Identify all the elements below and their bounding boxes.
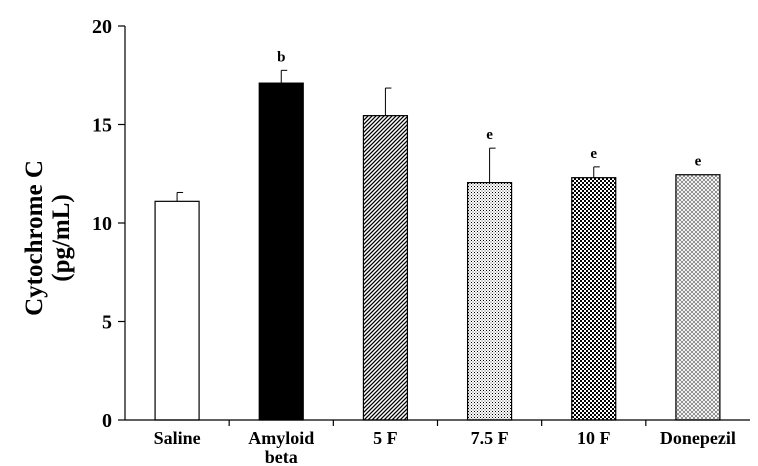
x-tick-label: beta — [265, 447, 298, 466]
significance-label: e — [695, 154, 702, 170]
bar-saline — [155, 201, 199, 420]
y-tick-label: 0 — [102, 410, 112, 432]
x-tick-label: 7.5 F — [471, 428, 509, 448]
x-tick-label: Saline — [154, 428, 201, 448]
significance-label: e — [590, 146, 597, 162]
y-tick-label: 15 — [92, 115, 112, 137]
x-tick-label: Amyloid — [248, 428, 314, 448]
bar-amyloid-beta — [259, 83, 303, 420]
y-tick-label: 20 — [92, 16, 112, 38]
bar-10-f — [572, 178, 616, 420]
x-tick-label: Donepezil — [660, 428, 736, 448]
x-tick-label: 5 F — [373, 428, 398, 448]
bar-5-f — [363, 116, 407, 420]
bar-donepezil — [676, 175, 720, 420]
y-axis-label-line1: Cytochrome C — [21, 160, 48, 316]
y-tick-label: 5 — [102, 312, 112, 334]
significance-label: e — [486, 127, 493, 143]
bar-7-5-f — [468, 183, 512, 420]
y-tick-label: 10 — [92, 213, 112, 235]
significance-label: b — [277, 49, 285, 65]
x-tick-label: 10 F — [577, 428, 611, 448]
y-axis-label-line2: (pg/mL) — [48, 194, 75, 282]
